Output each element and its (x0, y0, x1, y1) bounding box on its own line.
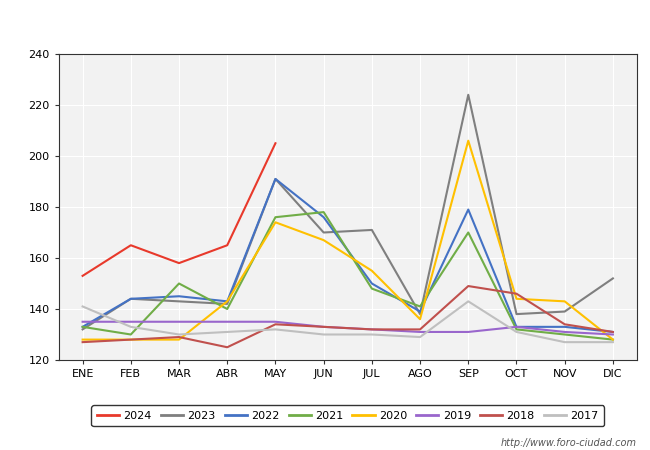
Text: Afiliados en La Horra a 31/5/2024: Afiliados en La Horra a 31/5/2024 (186, 14, 464, 32)
Text: http://www.foro-ciudad.com: http://www.foro-ciudad.com (501, 438, 637, 448)
Legend: 2024, 2023, 2022, 2021, 2020, 2019, 2018, 2017: 2024, 2023, 2022, 2021, 2020, 2019, 2018… (91, 405, 604, 427)
